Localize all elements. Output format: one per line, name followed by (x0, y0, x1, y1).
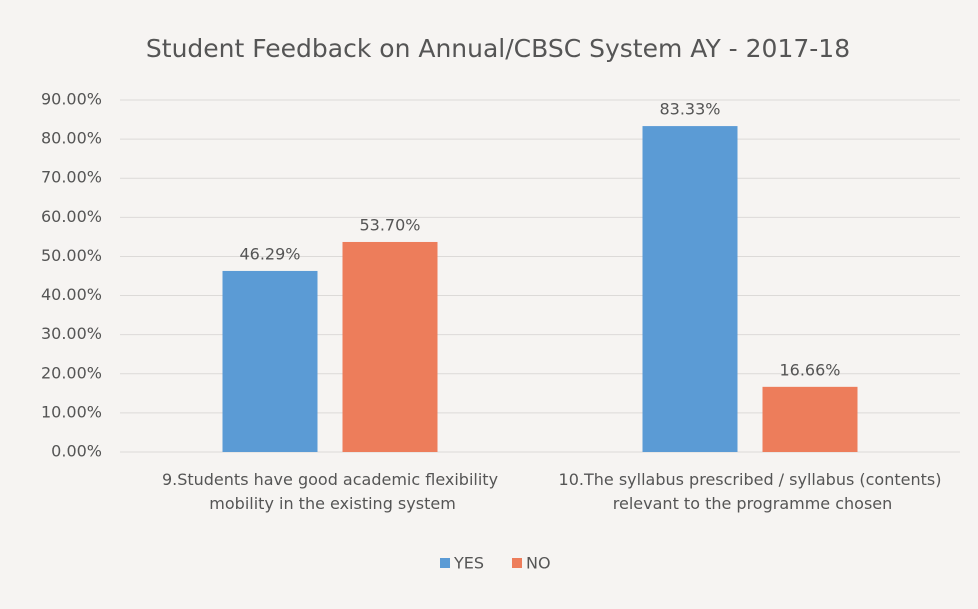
legend-swatch (512, 558, 522, 568)
y-tick-label: 40.00% (41, 285, 102, 304)
legend-label: YES (453, 554, 484, 573)
y-tick-label: 10.00% (41, 402, 102, 421)
bar (642, 126, 738, 453)
bar (342, 241, 438, 452)
y-tick-label: 50.00% (41, 246, 102, 265)
legend-swatch (440, 558, 450, 568)
y-tick-label: 90.00% (41, 90, 102, 109)
data-label: 53.70% (359, 215, 420, 234)
chart-title: Student Feedback on Annual/CBSC System A… (146, 34, 850, 63)
data-label: 16.66% (779, 360, 840, 379)
data-label: 83.33% (659, 100, 720, 119)
y-tick-label: 0.00% (51, 442, 102, 461)
bar (222, 270, 318, 452)
legend-label: NO (526, 554, 551, 573)
y-tick-label: 20.00% (41, 363, 102, 382)
data-label: 46.29% (239, 244, 300, 263)
x-tick-label: 9.Students have good academic flexibilit… (162, 470, 498, 513)
y-tick-label: 60.00% (41, 207, 102, 226)
y-tick-label: 70.00% (41, 168, 102, 187)
y-tick-label: 30.00% (41, 324, 102, 343)
bar (762, 386, 858, 452)
y-tick-label: 80.00% (41, 129, 102, 148)
x-tick-label: 10.The syllabus prescribed / syllabus (c… (559, 470, 942, 513)
